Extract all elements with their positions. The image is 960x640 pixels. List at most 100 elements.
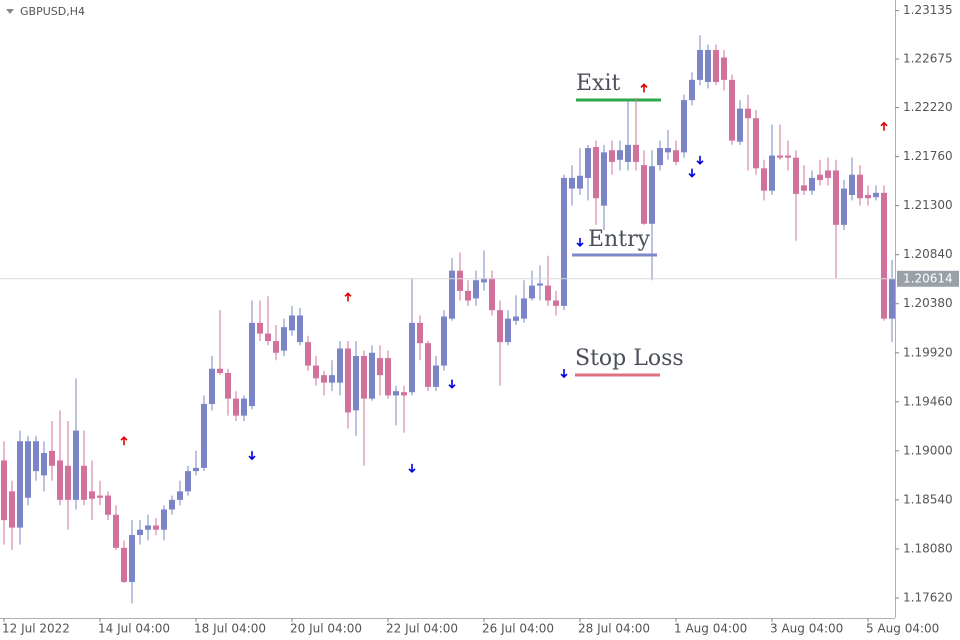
y-tick-label: 1.19000 [903, 443, 953, 457]
candle-body [673, 150, 679, 162]
candle-body [449, 270, 455, 319]
candle-body [241, 398, 247, 416]
candle-body [737, 108, 743, 142]
candle-body [313, 365, 319, 379]
candle-body [585, 148, 591, 178]
candle-body [889, 278, 895, 319]
y-tick-label: 1.18540 [903, 492, 953, 506]
candle-body [873, 192, 879, 198]
y-tick-label: 1.20380 [903, 296, 953, 310]
candle-body [473, 280, 479, 299]
candle-body [161, 509, 167, 530]
candle-body [729, 79, 735, 141]
candle-body [665, 148, 671, 153]
candle-body [849, 174, 855, 195]
candle-body [385, 358, 391, 396]
candle-body [225, 373, 231, 399]
candle-body [209, 368, 215, 404]
candle-body [329, 375, 335, 383]
candle-body [633, 144, 639, 162]
candle-body [681, 100, 687, 153]
candle-body [145, 525, 151, 530]
candle-body [441, 316, 447, 366]
candle-body [153, 525, 159, 530]
candle-body [393, 391, 399, 396]
candle-body [433, 365, 439, 387]
candle-body [113, 514, 119, 548]
candle-body [745, 108, 751, 119]
menu-triangle[interactable] [6, 9, 14, 14]
candle-body [369, 352, 375, 399]
buy-arrow [448, 379, 456, 389]
candle-body [865, 194, 871, 199]
candle-body [785, 155, 791, 158]
buy-arrow [408, 463, 416, 474]
candle-body [81, 465, 87, 500]
buy-arrow [248, 451, 256, 461]
candle-body [129, 535, 135, 582]
y-tick-label: 1.22675 [903, 52, 953, 66]
candle-body [529, 285, 535, 299]
x-tick-label: 20 Jul 04:00 [290, 622, 362, 636]
candle-body [553, 300, 559, 306]
candle-body [137, 529, 143, 536]
x-tick-label: 26 Jul 04:00 [482, 622, 554, 636]
candle-body [321, 375, 327, 383]
annotation: Exit [576, 71, 621, 96]
candle-body [249, 322, 255, 407]
buy-arrow [696, 155, 704, 165]
chart-title: GBPUSD,H4 [20, 5, 85, 18]
y-tick-label: 1.22220 [903, 100, 953, 114]
candle-body [625, 144, 631, 162]
candle-body [33, 441, 39, 472]
candle-body [257, 322, 263, 334]
candle-body [809, 177, 815, 191]
candle-body [793, 157, 799, 194]
x-tick-label: 18 Jul 04:00 [194, 622, 266, 636]
price-label: 1.20614 [903, 271, 953, 285]
candle-body [641, 165, 647, 224]
candle-body [505, 318, 511, 343]
candle-body [521, 298, 527, 319]
candle-body [41, 452, 47, 476]
x-tick-label: 12 Jul 2022 [2, 622, 70, 636]
y-tick-label: 1.19920 [903, 345, 953, 359]
candle-body [617, 150, 623, 160]
candle-body [689, 79, 695, 101]
candle-body [841, 188, 847, 225]
candle-body [345, 348, 351, 413]
candle-body [753, 118, 759, 169]
candle-body [489, 278, 495, 311]
y-tick-label: 1.21300 [903, 198, 953, 212]
candle-body [457, 270, 463, 291]
x-tick-label: 22 Jul 04:00 [386, 622, 458, 636]
candle-body [9, 491, 15, 528]
candle-body [97, 495, 103, 498]
sell-arrow [640, 83, 648, 93]
candle-body [177, 491, 183, 500]
candle-body [697, 49, 703, 80]
candle-body [601, 152, 607, 206]
candle-body [657, 148, 663, 166]
x-tick-label: 1 Aug 04:00 [674, 622, 747, 636]
candle-body [201, 403, 207, 468]
candle-body [281, 327, 287, 351]
candle-body [233, 398, 239, 416]
candle-body [609, 150, 615, 162]
candle-body [49, 450, 55, 466]
candle-body [465, 290, 471, 301]
candle-body [353, 355, 359, 411]
candle-body [481, 278, 487, 283]
candle-body [545, 285, 551, 301]
candle-body [833, 170, 839, 225]
x-tick-label: 5 Aug 04:00 [866, 622, 939, 636]
candle-body [649, 166, 655, 224]
y-tick-label: 1.21760 [903, 149, 953, 163]
candle-body [817, 174, 823, 181]
candle-body [73, 430, 79, 500]
candle-body [769, 155, 775, 191]
candle-body [185, 471, 191, 492]
candle-body [761, 168, 767, 191]
